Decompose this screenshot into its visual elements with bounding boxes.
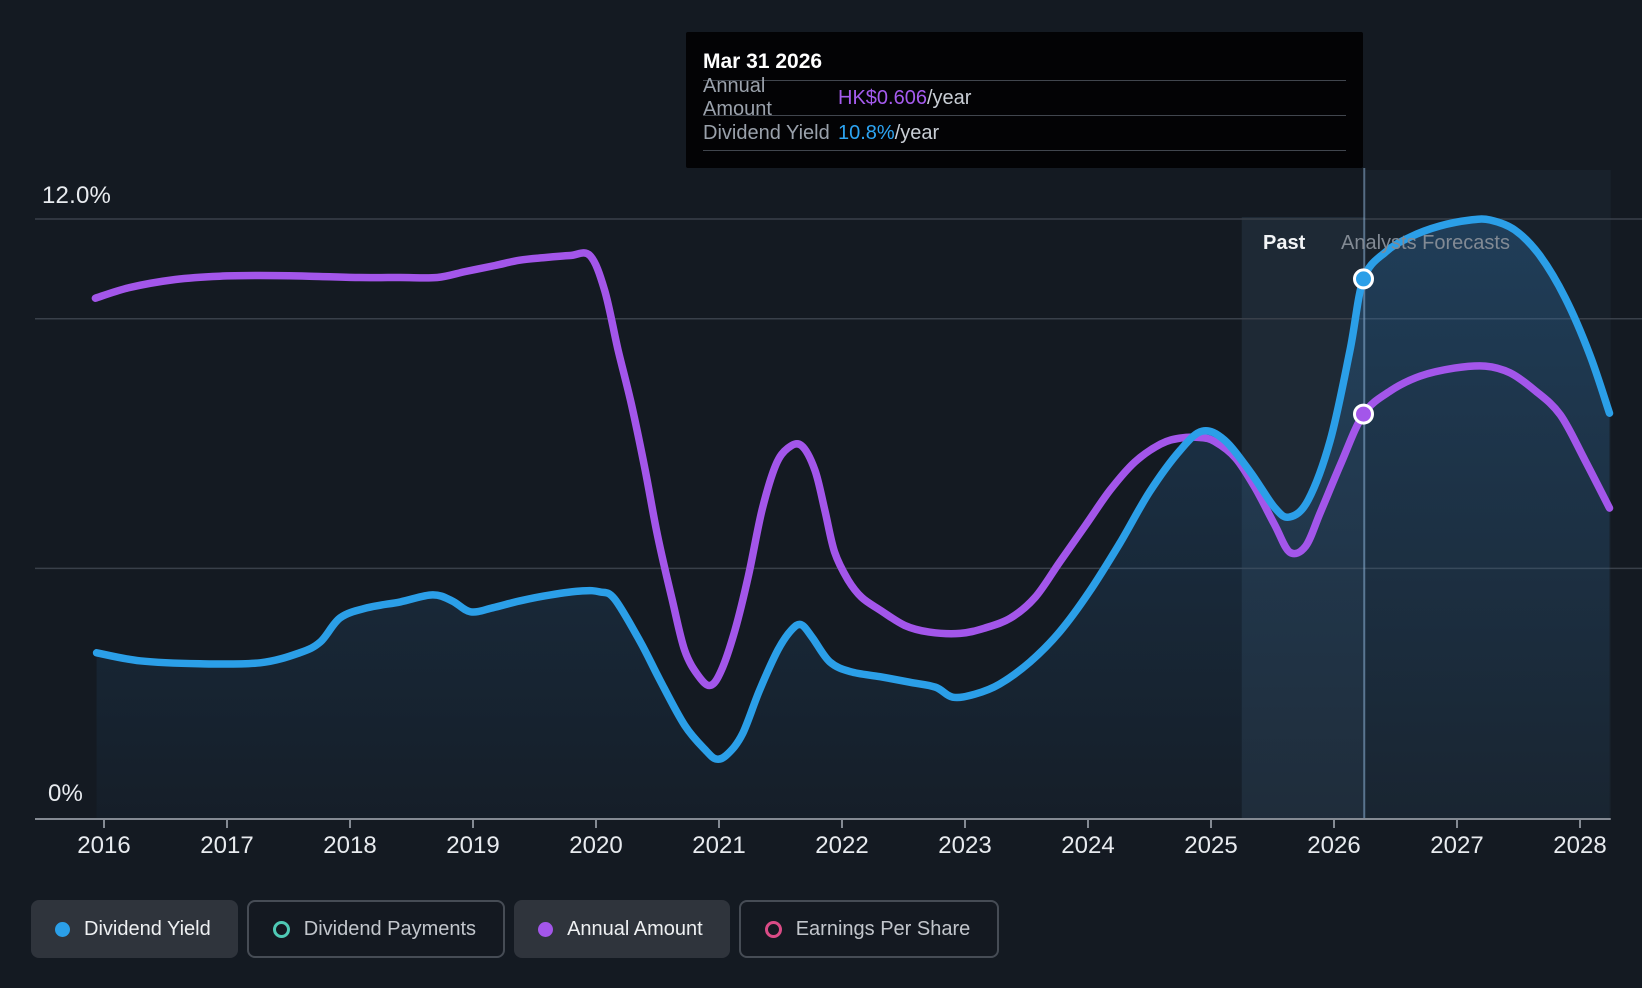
tooltip-date: Mar 31 2026 xyxy=(703,43,1346,81)
x-axis-label-2027: 2027 xyxy=(1430,832,1484,859)
x-axis-label-2025: 2025 xyxy=(1184,832,1238,859)
legend-label: Dividend Payments xyxy=(303,917,477,940)
x-axis-label-2018: 2018 xyxy=(323,832,377,859)
x-axis-label-2022: 2022 xyxy=(815,832,869,859)
legend-button-dividend-payments[interactable]: Dividend Payments xyxy=(246,900,506,958)
tooltip-label: Dividend Yield xyxy=(703,121,830,144)
annual-amount-line xyxy=(91,249,1614,690)
legend-label: Earnings Per Share xyxy=(795,917,971,940)
chart-tooltip: Mar 31 2026 Annual Amount HK$0.606 /year… xyxy=(686,32,1363,168)
tooltip-row-dividend-yield: Dividend Yield 10.8% /year xyxy=(703,116,1346,151)
legend-button-earnings-per-share[interactable]: Earnings Per Share xyxy=(738,900,1000,958)
x-axis-label-2020: 2020 xyxy=(569,832,623,859)
past-zone-label: Past xyxy=(1263,232,1306,254)
dividend-yield-marker xyxy=(1353,268,1374,290)
analysts-forecasts-zone-label: Analysts Forecasts xyxy=(1341,232,1510,254)
legend-ring-icon xyxy=(764,920,782,938)
x-axis-label-2026: 2026 xyxy=(1307,832,1361,859)
tooltip-row-annual-amount: Annual Amount HK$0.606 /year xyxy=(703,75,1346,120)
legend-label: Annual Amount xyxy=(567,917,703,940)
legend-label: Dividend Yield xyxy=(84,917,211,940)
x-axis-label-2017: 2017 xyxy=(200,832,254,859)
x-axis-label-2016: 2016 xyxy=(77,832,131,859)
legend-dot-icon xyxy=(55,921,70,937)
tooltip-value-suffix: /year xyxy=(894,121,940,144)
x-axis-label-2028: 2028 xyxy=(1553,832,1607,859)
legend-button-dividend-yield[interactable]: Dividend Yield xyxy=(31,900,238,958)
legend-dot-icon xyxy=(538,921,554,937)
x-axis-label-2021: 2021 xyxy=(692,832,746,859)
tooltip-label: Annual Amount xyxy=(703,75,772,120)
tooltip-value-dividend-yield: 10.8% xyxy=(838,121,895,144)
annual-amount-marker xyxy=(1353,403,1374,425)
chart-legend: Dividend Yield Dividend Payments Annual Am… xyxy=(31,900,1000,958)
legend-ring-icon xyxy=(272,920,290,938)
y-axis-label-zero: 0% xyxy=(48,780,84,807)
tooltip-value-annual-amount: HK$0.606 xyxy=(838,86,927,109)
dividend-yield-area xyxy=(96,218,1610,819)
tooltip-value-suffix: /year xyxy=(926,86,972,109)
x-axis-label-2023: 2023 xyxy=(938,832,992,859)
x-axis-label-2024: 2024 xyxy=(1061,832,1115,859)
dividend-yield-line xyxy=(92,215,1614,764)
y-axis-label-top: 12.0% xyxy=(42,182,112,209)
x-axis-label-2019: 2019 xyxy=(446,832,500,859)
legend-button-annual-amount[interactable]: Annual Amount xyxy=(514,900,730,958)
